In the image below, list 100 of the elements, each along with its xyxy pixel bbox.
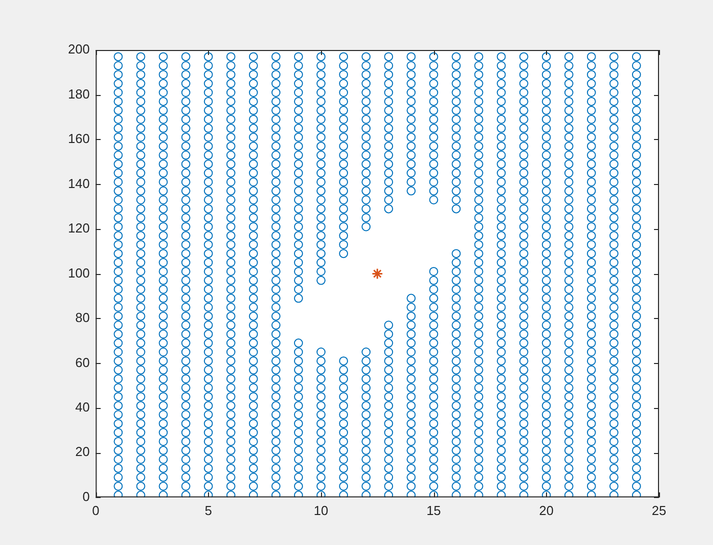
point [406,52,416,62]
point [632,124,641,133]
point [294,204,303,214]
point [542,383,551,392]
point [632,446,641,455]
point [181,320,190,330]
point [474,365,484,374]
point [316,96,326,106]
point [429,446,438,455]
point [316,61,326,70]
point [609,231,618,240]
point [542,446,551,455]
point [564,213,574,222]
point [181,150,190,160]
point [632,195,641,204]
point [114,312,123,321]
point [632,338,641,348]
point [474,490,484,498]
point [271,266,280,276]
point [519,186,528,196]
point [181,160,190,169]
point [114,160,123,169]
point [632,249,641,258]
point [204,284,213,294]
point [226,186,236,196]
point [632,410,641,420]
point [204,464,213,473]
point [586,472,596,482]
point [632,436,641,446]
point [294,213,303,222]
point [609,410,618,420]
point [204,428,213,438]
point [519,482,528,491]
point [496,52,506,62]
point [226,70,236,80]
point [294,142,303,151]
point [204,150,213,160]
point [609,276,618,285]
point [248,490,258,498]
point [429,330,438,339]
point [248,249,258,258]
x-tick-label: 5 [204,502,212,518]
point [632,294,641,303]
point [294,186,303,196]
point [519,312,528,321]
point [339,374,348,384]
point [519,106,528,115]
y-tick-label: 200 [68,42,90,57]
point [496,266,506,276]
point [564,106,574,115]
point [564,365,574,374]
point [384,472,394,482]
point [474,428,484,438]
point [519,374,528,384]
point [542,472,551,482]
point [226,114,236,124]
point [316,222,326,232]
point [496,160,506,169]
point [452,436,461,446]
point [271,204,280,214]
point [564,70,574,80]
point [204,213,213,222]
point [158,52,168,62]
point [339,79,348,88]
point [136,79,146,88]
point [406,347,416,356]
point [136,490,146,498]
point [496,302,506,312]
point [271,472,280,482]
point [158,284,168,294]
point [586,124,596,133]
point [316,177,326,186]
point [632,114,641,124]
point [542,195,551,204]
point [452,365,461,374]
point [158,79,168,88]
point [226,410,236,420]
point [564,338,574,348]
x-tick-label: 0 [92,502,100,518]
point [564,114,574,124]
point [632,330,641,339]
point [226,150,236,160]
point [136,240,146,250]
point [429,356,438,366]
point [114,61,123,70]
point [158,401,168,410]
point [586,320,596,330]
point [158,96,168,106]
point [248,177,258,186]
point [406,114,416,124]
point [136,347,146,356]
point [114,213,123,222]
point [181,356,190,366]
point [181,124,190,133]
point [294,150,303,160]
point [519,177,528,186]
point [181,365,190,374]
point [474,249,484,258]
point [542,428,551,438]
point [542,213,551,222]
